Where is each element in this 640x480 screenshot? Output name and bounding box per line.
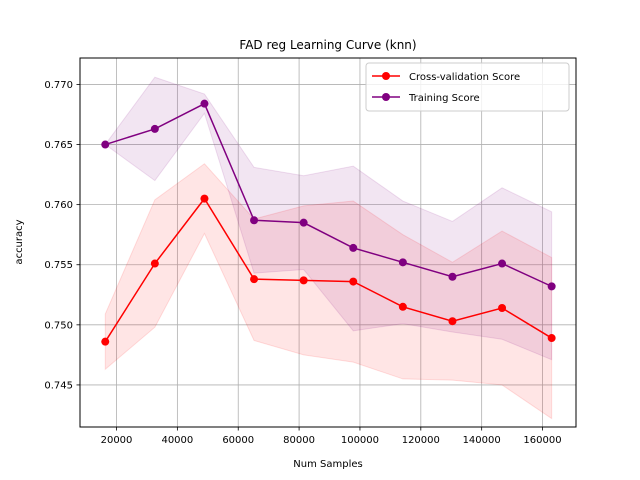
training-line bbox=[105, 102, 552, 288]
legend: Cross-validation Score Training Score bbox=[365, 62, 570, 112]
training-point bbox=[101, 140, 110, 149]
x-axis-title: Num Samples bbox=[293, 459, 362, 470]
cross-validation-point bbox=[101, 337, 110, 346]
training-point bbox=[398, 258, 407, 267]
training-point bbox=[150, 124, 159, 133]
training-point bbox=[299, 218, 308, 227]
cross-validation-band bbox=[104, 163, 553, 420]
training-point bbox=[200, 99, 209, 108]
legend-marker-cross-validation bbox=[382, 72, 390, 80]
y-tick-label: 0.760 bbox=[44, 200, 73, 211]
cross-validation-point bbox=[498, 304, 507, 313]
cross-validation-point bbox=[200, 194, 209, 203]
training-point bbox=[250, 216, 259, 225]
x-tick-label: 140000 bbox=[463, 435, 501, 446]
cross-validation-point bbox=[349, 277, 358, 286]
grid bbox=[80, 58, 576, 427]
cross-validation-point bbox=[150, 259, 159, 268]
training-point bbox=[448, 272, 457, 281]
x-tick-label: 80000 bbox=[283, 435, 315, 446]
legend-marker-training bbox=[382, 93, 390, 101]
training-point bbox=[498, 259, 507, 268]
y-tick-label: 0.770 bbox=[44, 80, 73, 91]
cross-validation-line bbox=[104, 197, 553, 343]
legend-label-training: Training Score bbox=[408, 93, 480, 104]
cross-validation-point bbox=[299, 276, 308, 285]
cross-validation-point bbox=[250, 275, 259, 284]
y-axis-title: accuracy bbox=[14, 219, 25, 264]
y-tick-label: 0.745 bbox=[44, 380, 73, 391]
y-tick-label: 0.765 bbox=[44, 140, 73, 151]
x-tick-label: 40000 bbox=[161, 435, 193, 446]
series-lines bbox=[101, 99, 556, 346]
x-tick-label: 100000 bbox=[341, 435, 379, 446]
x-tick-label: 120000 bbox=[402, 435, 440, 446]
x-tick-label: 60000 bbox=[222, 435, 254, 446]
y-tick-label: 0.755 bbox=[44, 260, 73, 271]
y-tick-label: 0.750 bbox=[44, 320, 73, 331]
training-point bbox=[349, 243, 358, 252]
legend-label-cross-validation: Cross-validation Score bbox=[409, 72, 520, 83]
legend-box bbox=[365, 62, 570, 112]
cross-validation-point bbox=[398, 302, 407, 311]
x-tick-label: 160000 bbox=[523, 435, 561, 446]
plot-frame bbox=[79, 57, 577, 428]
axis-ticks: 20000 40000 60000 80000 100000 120000 140000 16… bbox=[44, 80, 561, 446]
x-tick-label: 20000 bbox=[101, 435, 133, 446]
chart-title: FAD reg Learning Curve (knn) bbox=[239, 38, 416, 52]
training-point bbox=[547, 282, 556, 291]
cross-validation-point bbox=[547, 334, 556, 343]
cross-validation-point bbox=[448, 317, 457, 326]
